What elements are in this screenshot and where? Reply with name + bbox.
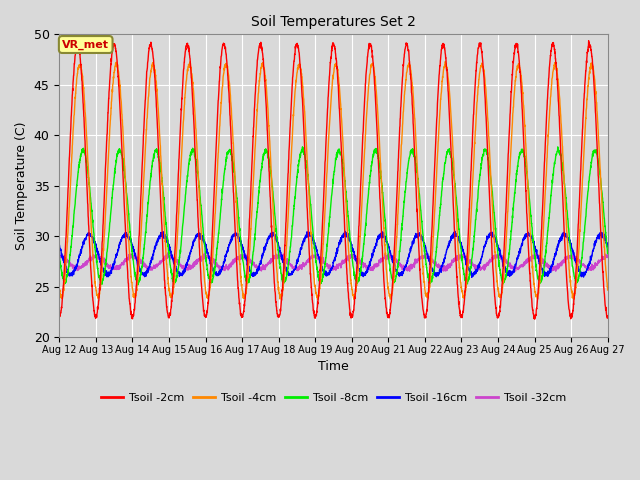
Tsoil -16cm bbox=[534, 254, 542, 260]
Tsoil -2cm bbox=[531, 316, 539, 322]
Line: Tsoil -4cm: Tsoil -4cm bbox=[60, 61, 608, 300]
Y-axis label: Soil Temperature (C): Soil Temperature (C) bbox=[15, 121, 28, 250]
Tsoil -16cm bbox=[604, 244, 612, 250]
Tsoil -4cm bbox=[150, 65, 158, 71]
Tsoil -16cm bbox=[451, 228, 459, 234]
Tsoil -8cm bbox=[604, 251, 612, 256]
Line: Tsoil -2cm: Tsoil -2cm bbox=[60, 41, 608, 319]
Tsoil -2cm bbox=[534, 290, 542, 296]
Tsoil -32cm bbox=[406, 268, 413, 274]
Tsoil -4cm bbox=[604, 287, 612, 293]
Tsoil -2cm bbox=[266, 180, 273, 186]
Tsoil -4cm bbox=[593, 112, 601, 118]
Tsoil -8cm bbox=[134, 282, 142, 288]
Tsoil -4cm bbox=[118, 111, 125, 117]
Tsoil -2cm bbox=[585, 38, 593, 44]
Tsoil -8cm bbox=[266, 161, 273, 167]
Tsoil -16cm bbox=[593, 235, 601, 240]
Line: Tsoil -8cm: Tsoil -8cm bbox=[60, 147, 608, 285]
Tsoil -2cm bbox=[56, 313, 63, 319]
Tsoil -8cm bbox=[593, 153, 601, 159]
Tsoil -2cm bbox=[604, 314, 612, 320]
Title: Soil Temperatures Set 2: Soil Temperatures Set 2 bbox=[251, 15, 416, 29]
Tsoil -32cm bbox=[276, 250, 284, 256]
Tsoil -32cm bbox=[56, 252, 63, 258]
Tsoil -16cm bbox=[289, 269, 297, 275]
Tsoil -2cm bbox=[150, 70, 158, 76]
Tsoil -4cm bbox=[534, 290, 542, 296]
Tsoil -32cm bbox=[118, 262, 125, 268]
Tsoil -32cm bbox=[534, 254, 542, 260]
Tsoil -4cm bbox=[56, 288, 63, 294]
Text: VR_met: VR_met bbox=[62, 39, 109, 49]
X-axis label: Time: Time bbox=[318, 360, 349, 373]
Tsoil -8cm bbox=[150, 150, 158, 156]
Tsoil -4cm bbox=[442, 59, 449, 64]
Tsoil -8cm bbox=[118, 152, 125, 158]
Tsoil -32cm bbox=[290, 264, 298, 270]
Line: Tsoil -32cm: Tsoil -32cm bbox=[60, 253, 608, 271]
Tsoil -4cm bbox=[314, 297, 321, 302]
Tsoil -16cm bbox=[118, 234, 125, 240]
Legend: Tsoil -2cm, Tsoil -4cm, Tsoil -8cm, Tsoil -16cm, Tsoil -32cm: Tsoil -2cm, Tsoil -4cm, Tsoil -8cm, Tsoi… bbox=[97, 388, 570, 407]
Tsoil -8cm bbox=[299, 144, 307, 150]
Tsoil -2cm bbox=[289, 66, 297, 72]
Tsoil -4cm bbox=[289, 112, 297, 118]
Tsoil -16cm bbox=[468, 275, 476, 280]
Tsoil -32cm bbox=[604, 253, 612, 259]
Tsoil -32cm bbox=[266, 259, 273, 264]
Tsoil -2cm bbox=[593, 147, 601, 153]
Tsoil -4cm bbox=[266, 136, 273, 142]
Tsoil -32cm bbox=[150, 264, 158, 270]
Tsoil -16cm bbox=[56, 242, 63, 248]
Tsoil -16cm bbox=[150, 246, 158, 252]
Tsoil -2cm bbox=[118, 144, 125, 150]
Tsoil -8cm bbox=[534, 274, 542, 279]
Tsoil -8cm bbox=[56, 253, 63, 259]
Line: Tsoil -16cm: Tsoil -16cm bbox=[60, 231, 608, 277]
Tsoil -16cm bbox=[266, 233, 273, 239]
Tsoil -8cm bbox=[290, 208, 298, 214]
Tsoil -32cm bbox=[593, 262, 601, 267]
